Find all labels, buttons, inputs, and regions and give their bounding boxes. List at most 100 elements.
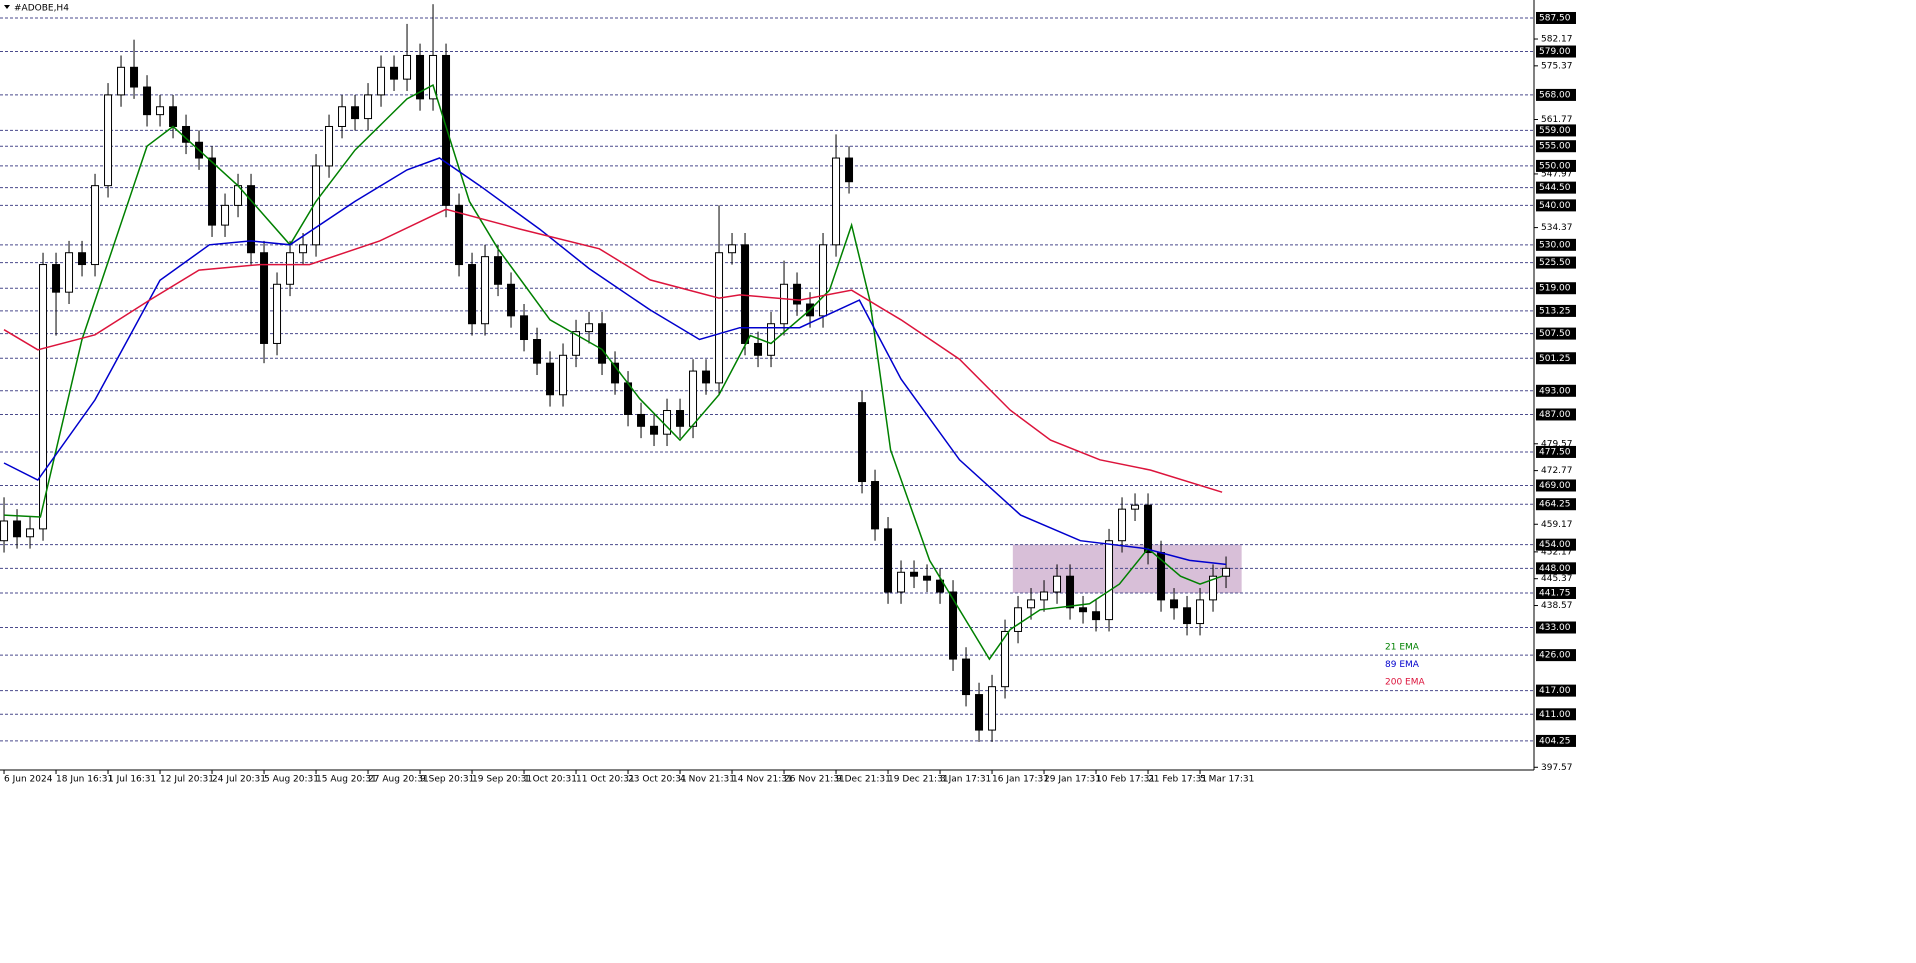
y-tick-label: 575.37 — [1541, 61, 1573, 71]
level-label-box — [1536, 649, 1576, 662]
level-label-box — [1536, 88, 1576, 101]
candle-body — [507, 283, 516, 317]
candle-body — [377, 66, 386, 96]
level-label-box — [1536, 282, 1576, 295]
y-tick-label: 459.17 — [1541, 520, 1573, 530]
candle-body — [403, 54, 412, 80]
candle-body — [442, 54, 451, 206]
candle-body — [754, 342, 763, 356]
level-label-box — [1536, 562, 1576, 575]
ema-line — [3, 84, 1223, 661]
x-tick-label: 5 Aug 20:31 — [264, 775, 319, 785]
candle-layer — [0, 4, 1231, 742]
candle-body — [637, 413, 646, 427]
candle-body — [494, 256, 503, 285]
level-label: 417.00 — [1539, 686, 1571, 696]
candle-body — [39, 264, 48, 530]
level-label: 469.00 — [1539, 481, 1571, 491]
level-label-box — [1536, 327, 1576, 340]
candle-body — [104, 94, 113, 187]
candle-body — [455, 204, 464, 266]
candle-body — [793, 283, 802, 305]
candle-body — [1053, 575, 1062, 593]
ema-line — [3, 208, 1223, 493]
ema-line — [3, 157, 1227, 566]
candle-body — [1066, 575, 1075, 609]
candle-body — [156, 106, 165, 116]
x-tick-label: 11 Oct 20:31 — [576, 775, 635, 785]
y-tick-label: 445.37 — [1541, 574, 1573, 584]
candle-body — [1118, 508, 1127, 542]
x-tick-label: 10 Feb 17:31 — [1096, 775, 1155, 785]
x-tick-label: 5 Mar 17:31 — [1200, 775, 1254, 785]
candle-body — [1105, 540, 1114, 621]
y-tick-label: 479.57 — [1541, 439, 1573, 449]
y-tick-label: 582.17 — [1541, 35, 1573, 45]
level-label: 540.00 — [1539, 201, 1571, 211]
x-tick-label: 9 Dec 21:31 — [836, 775, 891, 785]
level-label: 411.00 — [1539, 710, 1571, 720]
level-label-box — [1536, 159, 1576, 172]
level-label: 487.00 — [1539, 410, 1571, 420]
level-label: 433.00 — [1539, 623, 1571, 633]
level-label: 507.50 — [1539, 329, 1571, 339]
level-label-box — [1536, 352, 1576, 365]
level-label-box — [1536, 384, 1576, 397]
level-label-box — [1536, 11, 1576, 24]
candle-body — [728, 244, 737, 254]
level-label-box — [1536, 734, 1576, 747]
candle-body — [0, 520, 9, 542]
candle-body — [845, 157, 854, 183]
candle-body — [780, 283, 789, 325]
x-tick-label: 23 Oct 20:31 — [628, 775, 687, 785]
x-tick-label: 6 Jun 2024 — [4, 775, 53, 785]
level-label-box — [1536, 708, 1576, 721]
legend-label: 200 EMA — [1385, 678, 1425, 688]
candle-body — [26, 528, 35, 538]
candle-body — [247, 185, 256, 254]
level-layer — [0, 17, 1534, 742]
candle-body — [1014, 607, 1023, 632]
level-label: 404.25 — [1539, 736, 1571, 746]
level-label-box — [1536, 45, 1576, 58]
candle-body — [1092, 611, 1101, 621]
x-tick-label: 15 Aug 20:31 — [316, 775, 377, 785]
candle-body — [65, 252, 74, 293]
level-label-box — [1536, 479, 1576, 492]
candle-body — [130, 66, 139, 88]
candle-body — [78, 252, 87, 266]
candle-body — [221, 204, 230, 226]
level-label: 464.25 — [1539, 500, 1571, 510]
candle-body — [858, 402, 867, 483]
candle-body — [481, 256, 490, 325]
candle-body — [1079, 607, 1088, 613]
level-label: 426.00 — [1539, 651, 1571, 661]
y-tick-label: 397.57 — [1541, 763, 1573, 773]
candle-body — [416, 54, 425, 100]
candle-body — [1027, 599, 1036, 609]
candle-body — [390, 66, 399, 80]
candle-body — [988, 686, 997, 731]
level-label-box — [1536, 181, 1576, 194]
level-label-box — [1536, 256, 1576, 269]
candle-body — [351, 106, 360, 120]
title-icon — [4, 5, 10, 9]
level-label: 555.00 — [1539, 142, 1571, 152]
x-tick-label: 16 Jan 17:31 — [992, 775, 1049, 785]
x-tick-label: 1 Oct 20:31 — [524, 775, 577, 785]
candle-body — [338, 106, 347, 127]
candle-body — [910, 571, 919, 577]
level-label-box — [1536, 124, 1576, 137]
level-label: 525.50 — [1539, 258, 1571, 268]
candle-body — [663, 410, 672, 435]
y-tick-label: 547.97 — [1541, 169, 1573, 179]
candle-body — [1001, 630, 1010, 688]
candle-body — [936, 579, 945, 593]
candle-body — [676, 410, 685, 427]
candle-body — [520, 315, 529, 341]
candle-body — [208, 157, 217, 226]
candle-body — [325, 125, 334, 167]
candle-body — [169, 106, 178, 127]
